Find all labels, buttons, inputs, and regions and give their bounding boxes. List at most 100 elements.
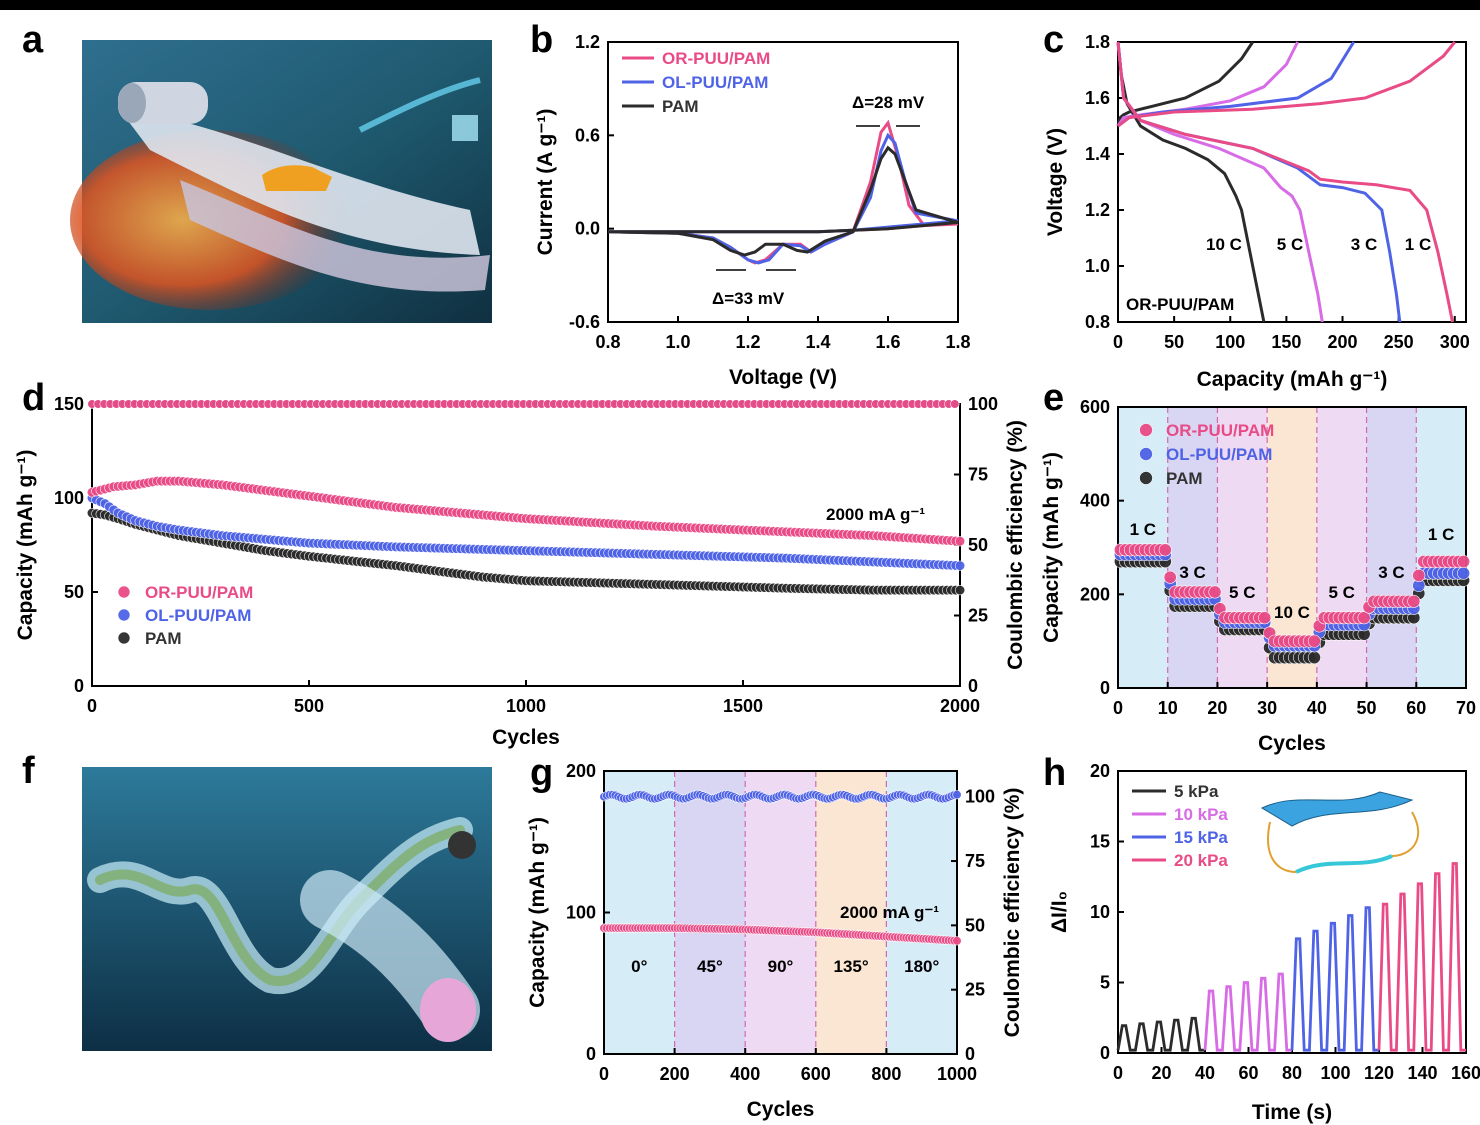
y2-tick-label: 25 bbox=[965, 980, 985, 1000]
legend-label: PAM bbox=[1166, 469, 1203, 488]
segment-band bbox=[815, 771, 887, 1054]
y-tick-label: 600 bbox=[1080, 397, 1110, 417]
legend-dot bbox=[117, 631, 131, 645]
series-line-PAM bbox=[607, 145, 959, 257]
signal-trace-10 kPa bbox=[1203, 972, 1292, 1052]
x-tick-label: 160 bbox=[1451, 1063, 1480, 1083]
chart-e: 0 10 20 30 40 50 60 70 0 200 400 600 Cycles Capacity … bbox=[1040, 397, 1476, 755]
rate-point bbox=[1158, 543, 1172, 557]
x-tick-label: 50 bbox=[1164, 332, 1184, 352]
x-tick-label: 0 bbox=[1113, 1063, 1123, 1083]
legend-dot bbox=[117, 585, 131, 599]
legend-dot bbox=[1139, 447, 1153, 461]
y-tick-label: 0 bbox=[586, 1044, 596, 1064]
rate-point bbox=[1163, 570, 1177, 584]
y2-tick-label: 75 bbox=[968, 465, 988, 485]
x-axis-label: Capacity (mAh g⁻¹) bbox=[1197, 368, 1388, 391]
x-tick-label: 40 bbox=[1195, 1063, 1215, 1083]
capacity-point bbox=[952, 936, 962, 946]
y-tick-label: 50 bbox=[64, 582, 84, 602]
rate-label: 3 C bbox=[1378, 563, 1404, 582]
x-tick-label: 100 bbox=[1320, 1063, 1350, 1083]
x-tick-label: 100 bbox=[1215, 332, 1245, 352]
y-tick-label: 1.2 bbox=[575, 32, 600, 52]
rate-point bbox=[1457, 555, 1471, 569]
y-tick-label: 0 bbox=[74, 676, 84, 696]
x-tick-label: 140 bbox=[1407, 1063, 1437, 1083]
legend-dot bbox=[1139, 423, 1153, 437]
rate-point bbox=[1258, 611, 1272, 625]
annotation: Δ=33 mV bbox=[712, 289, 785, 308]
rate-label: 1 C bbox=[1130, 520, 1156, 539]
legend-dot bbox=[1139, 471, 1153, 485]
y-tick-label: 200 bbox=[1080, 584, 1110, 604]
angle-label: 90° bbox=[768, 957, 794, 976]
x-tick-label: 0 bbox=[1113, 332, 1123, 352]
y-axis-label: Current (A g⁻¹) bbox=[534, 109, 557, 256]
panel-label-f: f bbox=[22, 750, 35, 792]
x-tick-label: 600 bbox=[801, 1064, 831, 1084]
legend-label: OL-PUU/PAM bbox=[1166, 445, 1272, 464]
legend-label: PAM bbox=[662, 97, 699, 116]
panel-label-c: c bbox=[1043, 19, 1064, 61]
charge-curve-10 C bbox=[1116, 41, 1254, 127]
x-tick-label: 120 bbox=[1364, 1063, 1394, 1083]
y-tick-label: 0 bbox=[1100, 678, 1110, 698]
legend-label: OL-PUU/PAM bbox=[662, 73, 768, 92]
ce-point bbox=[952, 790, 962, 800]
y-tick-label: 0.8 bbox=[1085, 312, 1110, 332]
panel-label-e: e bbox=[1043, 377, 1064, 419]
x-axis-label: Cycles bbox=[747, 1098, 815, 1121]
panel-label-g: g bbox=[530, 752, 553, 794]
x-tick-label: 20 bbox=[1207, 698, 1227, 718]
rate-point bbox=[1208, 585, 1222, 599]
rate-point bbox=[1407, 594, 1421, 608]
panel-label-a: a bbox=[22, 19, 44, 61]
rate-label: 1 C bbox=[1405, 235, 1431, 254]
rate-label: 5 C bbox=[1277, 235, 1303, 254]
y2-axis-label: Coulombic efficiency (%) bbox=[1001, 788, 1024, 1038]
x-tick-label: 1.0 bbox=[665, 332, 690, 352]
segment-band bbox=[604, 771, 675, 1054]
x-axis-label: Cycles bbox=[1258, 732, 1326, 755]
y2-tick-label: 100 bbox=[965, 787, 995, 807]
signal-trace-20 kPa bbox=[1377, 862, 1466, 1052]
x-tick-label: 60 bbox=[1238, 1063, 1258, 1083]
discharge-curve-5 C bbox=[1116, 41, 1324, 323]
sensor-wire-icon bbox=[1267, 811, 1420, 873]
y2-tick-label: 0 bbox=[965, 1044, 975, 1064]
y-tick-label: 15 bbox=[1090, 832, 1110, 852]
y-tick-label: 0.6 bbox=[575, 125, 600, 145]
x-tick-label: 50 bbox=[1357, 698, 1377, 718]
legend-label: OL-PUU/PAM bbox=[145, 606, 251, 625]
legend-label: PAM bbox=[145, 629, 182, 648]
y-tick-label: 400 bbox=[1080, 491, 1110, 511]
y2-tick-label: 100 bbox=[968, 394, 998, 414]
legend-label: 10 kPa bbox=[1174, 805, 1228, 824]
x-tick-label: 80 bbox=[1282, 1063, 1302, 1083]
plot-frame bbox=[1117, 41, 1467, 323]
rate-label: 5 C bbox=[1328, 583, 1354, 602]
y-tick-label: 1.6 bbox=[1085, 88, 1110, 108]
legend-label: OR-PUU/PAM bbox=[662, 49, 770, 68]
rate-point bbox=[1412, 568, 1426, 582]
discharge-curve-1 C bbox=[1116, 41, 1454, 323]
signal-trace-5 kPa bbox=[1116, 1016, 1205, 1052]
capacity-point bbox=[954, 585, 966, 596]
segment-band bbox=[1167, 407, 1218, 688]
x-tick-label: 40 bbox=[1307, 698, 1327, 718]
y-axis-label: Capacity (mAh g⁻¹) bbox=[1040, 452, 1063, 643]
legend-dot bbox=[117, 608, 131, 622]
rate-point bbox=[1457, 566, 1471, 580]
y2-tick-label: 50 bbox=[968, 535, 988, 555]
rate-label: 10 C bbox=[1206, 235, 1242, 254]
series-line-OR-PUU/PAM bbox=[607, 119, 959, 265]
y-tick-label: 0.0 bbox=[575, 219, 600, 239]
x-tick-label: 60 bbox=[1406, 698, 1426, 718]
legend-label: 5 kPa bbox=[1174, 782, 1219, 801]
chart-g: 0 200 400 600 800 100001002000255075100Cycles… bbox=[526, 761, 1024, 1121]
rate-label: 1 C bbox=[1428, 525, 1454, 544]
y-tick-label: 100 bbox=[54, 488, 84, 508]
y-tick-label: 20 bbox=[1090, 761, 1110, 781]
chart-h: 0 20 40 60 80 100 120 140 160 0 5 10 15 20 Time (s) ΔI/… bbox=[1048, 761, 1480, 1124]
